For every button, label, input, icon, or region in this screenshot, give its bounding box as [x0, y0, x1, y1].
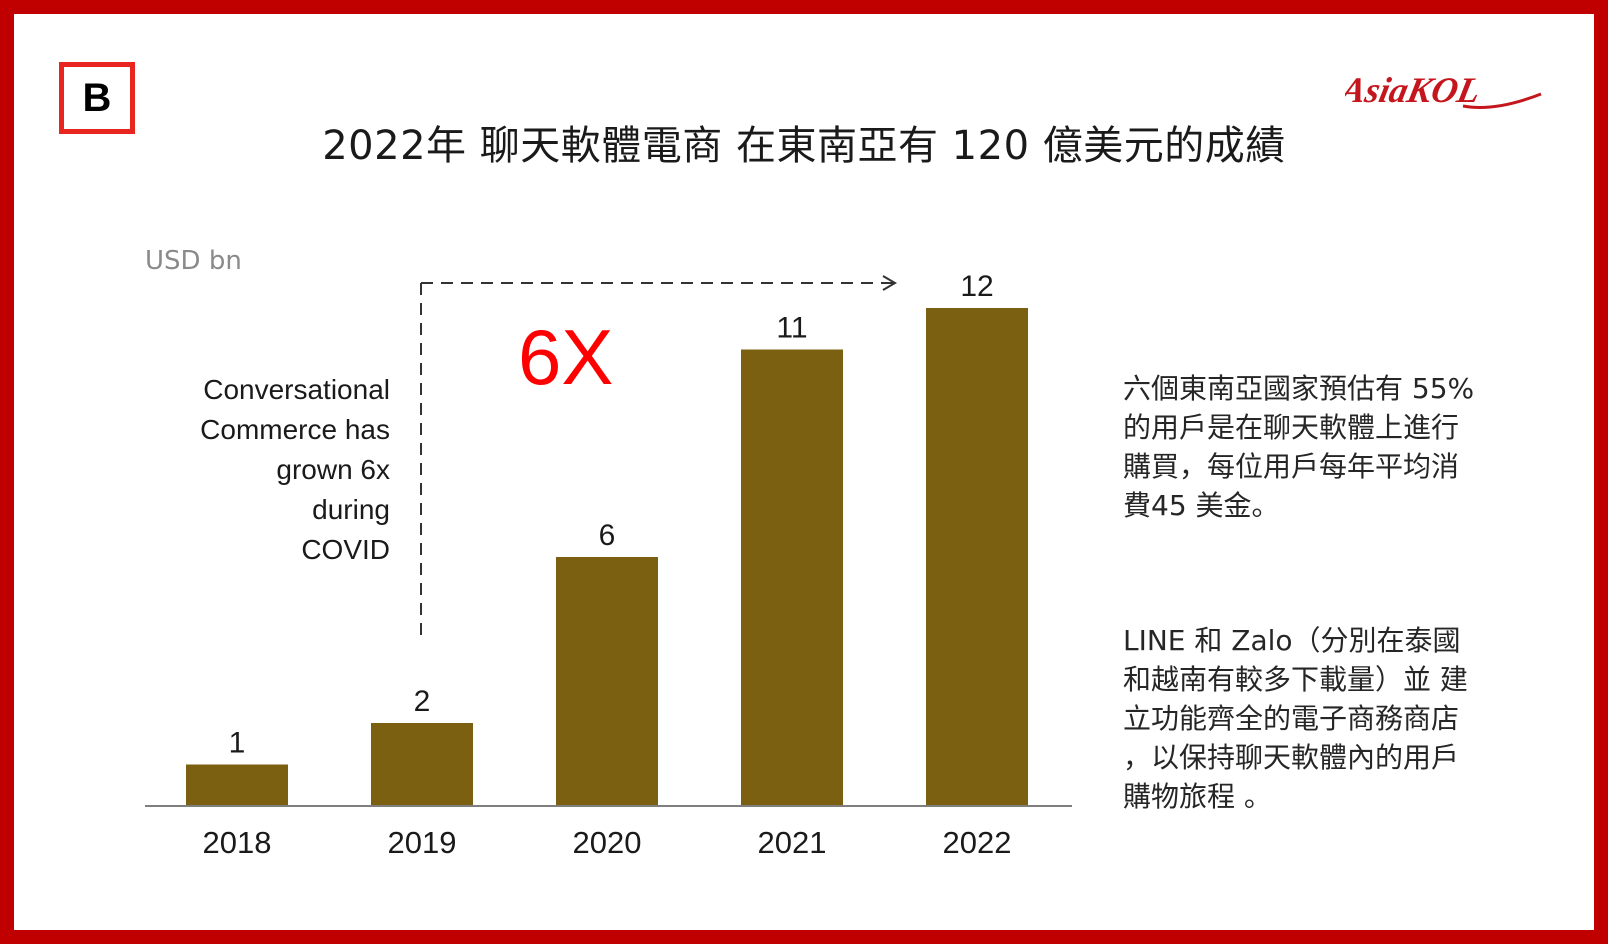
- bar-2020: [556, 557, 658, 806]
- growth-multiplier-label: 6X: [518, 313, 614, 401]
- side-text-line: 和越南有較多下載量）並 建: [1123, 663, 1468, 696]
- bar-2022: [926, 308, 1028, 806]
- bar-2019: [371, 723, 473, 806]
- x-tick-label-2018: 2018: [203, 825, 272, 860]
- bar-2021: [741, 349, 843, 806]
- x-tick-label-2022: 2022: [943, 825, 1012, 860]
- chart-annotation: Conversational Commerce has grown 6x dur…: [150, 370, 390, 570]
- side-text-line: LINE 和 Zalo（分別在泰國: [1123, 624, 1461, 657]
- annotation-line: grown 6x: [276, 454, 390, 485]
- page-title: 2022年 聊天軟體電商 在東南亞有 120 億美元的成績: [322, 123, 1286, 169]
- data-label-2022: 12: [960, 270, 993, 303]
- side-text-line: 的用戶是在聊天軟體上進行: [1123, 411, 1460, 444]
- annotation-line: Commerce has: [200, 414, 390, 445]
- asiakol-logo: AsiaKOL: [1345, 70, 1542, 110]
- data-label-2019: 2: [414, 685, 431, 718]
- slide-badge: B: [59, 62, 135, 134]
- side-text-line: 購買，每位用戶每年平均消: [1123, 450, 1460, 483]
- side-text-line: ，以保持聊天軟體內的用戶: [1123, 741, 1460, 774]
- data-label-2018: 1: [229, 727, 246, 760]
- side-text-line: 購物旅程 。: [1123, 780, 1272, 813]
- y-axis-unit-label: USD bn: [145, 246, 242, 276]
- bar-2018: [186, 764, 288, 806]
- annotation-line: Conversational: [203, 374, 390, 405]
- asiakol-logo-text: AsiaKOL: [1345, 70, 1484, 110]
- side-text-line: 六個東南亞國家預估有 55%: [1123, 372, 1475, 405]
- data-label-2020: 6: [599, 519, 616, 552]
- side-text-line: 費45 美金。: [1123, 489, 1280, 522]
- annotation-line: COVID: [301, 534, 390, 565]
- x-tick-label-2020: 2020: [573, 825, 642, 860]
- x-tick-label-2019: 2019: [388, 825, 457, 860]
- dashed-arrow-head: [882, 275, 897, 291]
- data-label-2021: 11: [776, 312, 807, 345]
- side-paragraph-usage: 六個東南亞國家預估有 55% 的用戶是在聊天軟體上進行 購買，每位用戶每年平均消…: [1123, 369, 1533, 525]
- side-text-line: 立功能齊全的電子商務商店: [1123, 702, 1460, 735]
- asiakol-logo-swoosh: [1462, 92, 1542, 109]
- side-paragraph-platforms: LINE 和 Zalo（分別在泰國 和越南有較多下載量）並 建 立功能齊全的電子…: [1123, 621, 1533, 816]
- x-tick-label-2021: 2021: [758, 825, 827, 860]
- annotation-line: during: [312, 494, 390, 525]
